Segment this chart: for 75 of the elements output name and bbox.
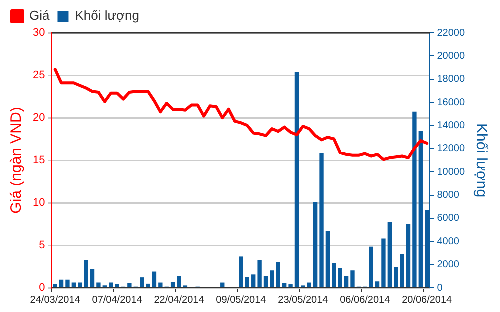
x-tick-label: 09/05/2014 <box>216 294 267 306</box>
bar <box>59 280 64 288</box>
bar <box>90 269 95 288</box>
y2-tick-label: 20000 <box>437 50 466 62</box>
bar <box>320 154 324 288</box>
y-tick-label: 10 <box>32 197 46 210</box>
bar <box>288 284 293 288</box>
y2-tick-label: 2000 <box>437 260 460 271</box>
bar <box>252 274 256 288</box>
y2-tick-label: 6000 <box>437 213 460 224</box>
bar <box>307 282 312 288</box>
y-tick-label: 20 <box>32 112 46 124</box>
x-tick-label: 24/03/2014 <box>30 294 81 306</box>
y-tick-label: 30 <box>32 27 46 40</box>
bar <box>382 238 386 288</box>
bar <box>170 282 176 288</box>
y2-tick-label: 8000 <box>437 190 460 202</box>
bar <box>282 283 287 288</box>
y-tick-label: 5 <box>39 240 46 252</box>
bar <box>220 282 225 288</box>
bar <box>270 270 274 288</box>
bar <box>344 276 349 288</box>
x-tick-label: 07/04/2014 <box>92 294 143 306</box>
bar <box>109 282 114 288</box>
bar <box>369 246 374 288</box>
bar <box>152 272 157 288</box>
bar <box>400 254 404 288</box>
bar <box>115 284 120 288</box>
bar <box>264 276 268 288</box>
y2-tick-label: 16000 <box>437 97 466 108</box>
bar <box>418 132 423 288</box>
bar <box>294 72 300 288</box>
bar <box>72 282 76 288</box>
bar <box>245 276 250 288</box>
legend-label: Giá <box>30 8 50 24</box>
bar <box>394 267 398 288</box>
bar <box>158 282 163 288</box>
bar <box>66 280 70 288</box>
bar <box>53 284 58 288</box>
bar <box>375 282 380 288</box>
y-axis-title: Giá (ngàn VND) <box>8 107 26 214</box>
y-tick-label: 0 <box>39 282 46 294</box>
y2-tick-label: 12000 <box>437 144 466 155</box>
bar <box>388 222 392 288</box>
bar <box>140 278 144 288</box>
x-tick-label: 22/04/2014 <box>154 294 205 306</box>
y2-tick-label: 22000 <box>437 28 466 39</box>
x-tick-label: 06/06/2014 <box>340 294 391 306</box>
bar <box>78 282 82 288</box>
x-tick-label: 23/05/2014 <box>278 294 329 306</box>
bar <box>313 202 318 288</box>
y2-tick-label: 4000 <box>437 236 460 248</box>
y2-tick-label: 0 <box>437 282 444 294</box>
bar <box>350 270 355 288</box>
bar <box>326 231 330 288</box>
bar <box>412 112 417 288</box>
bar <box>338 268 342 288</box>
bar <box>276 262 280 288</box>
bar <box>239 256 244 288</box>
legend-label: Khối lượng <box>75 8 140 24</box>
bar <box>146 284 150 288</box>
bar <box>177 276 182 288</box>
bar <box>84 260 88 288</box>
y2-tick-label: 10000 <box>437 166 466 178</box>
y2-tick-label: 18000 <box>437 74 466 86</box>
bar <box>332 263 336 288</box>
bar <box>406 224 411 288</box>
y2-tick-label: 14000 <box>437 120 466 132</box>
y2-axis-title: Khối lượng <box>472 123 490 198</box>
y-tick-label: 25 <box>32 70 46 82</box>
bar <box>128 283 132 288</box>
x-tick-label: 20/06/2014 <box>402 294 453 306</box>
bar <box>96 282 101 288</box>
bar <box>258 260 262 288</box>
y-tick-label: 15 <box>32 154 46 167</box>
